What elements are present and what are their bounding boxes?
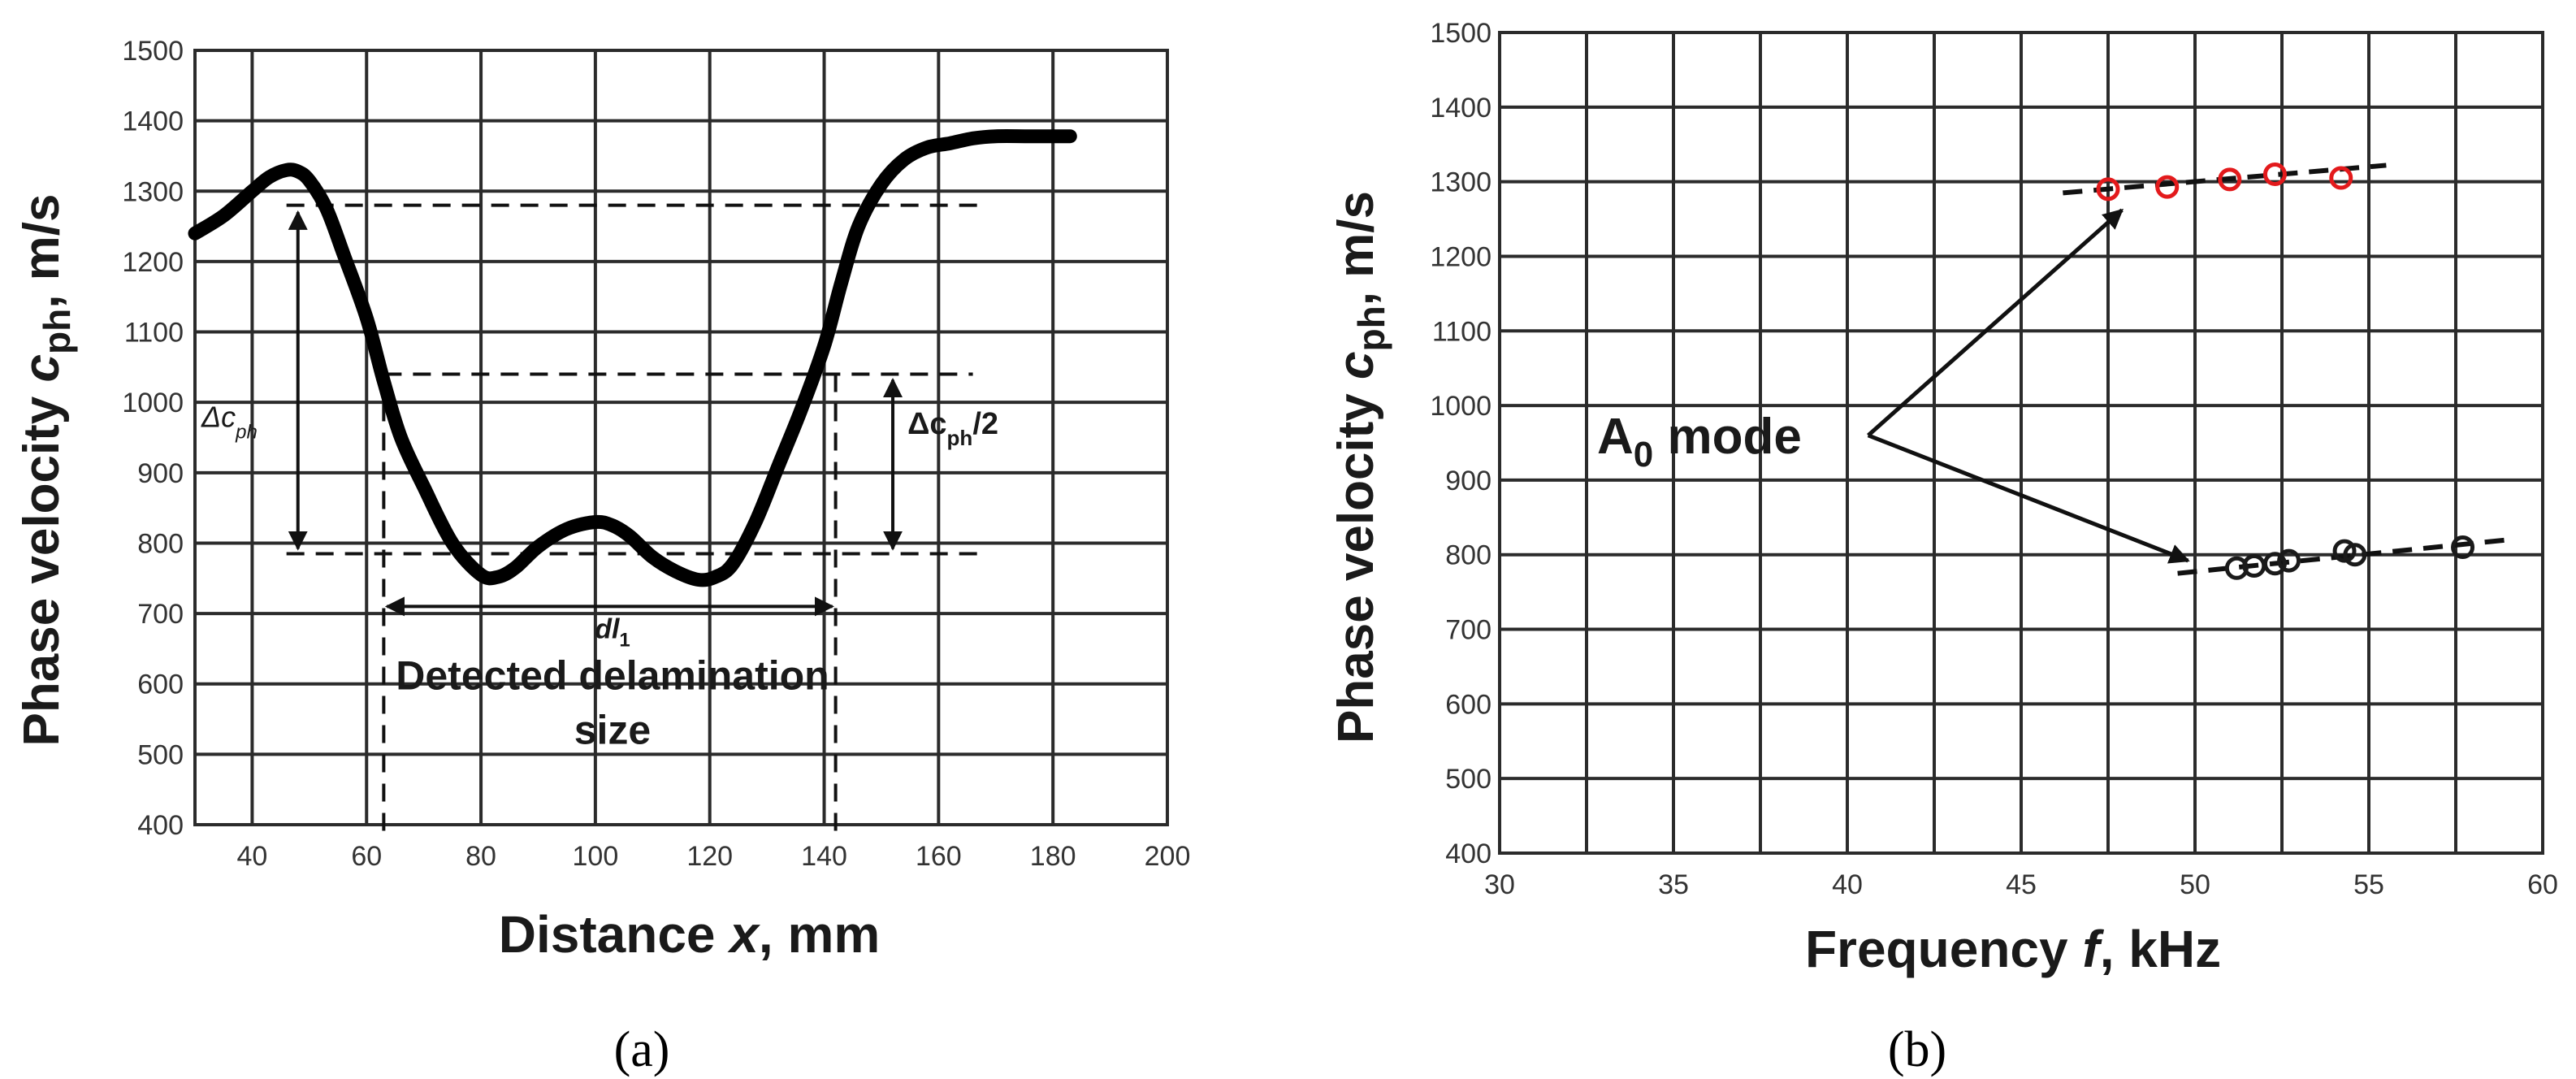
panel-b-x-tick-label: 35	[1658, 869, 1689, 900]
panel-b-grid	[1498, 31, 2544, 855]
panel-a-y-tick-label: 700	[137, 599, 184, 630]
panel-b-y-tick-label: 1200	[1430, 241, 1491, 272]
red-data-point	[2218, 167, 2242, 192]
a0-mode-arrow-lower	[1867, 433, 2190, 564]
panel-a-y-tick-label: 1400	[122, 106, 184, 137]
panel-a-y-tick-label: 1000	[122, 388, 184, 418]
dl1-label: dl1	[595, 613, 630, 651]
panel-a-y-tick-label: 1300	[122, 176, 184, 207]
panel-b-y-tick-label: 1300	[1430, 167, 1491, 198]
panel-b-trend-lines	[2063, 162, 2509, 576]
panel-b-y-tick-label: 700	[1445, 615, 1491, 646]
delta-cph-label: Δcph	[201, 401, 258, 444]
detected-size-line2: size	[574, 707, 652, 752]
a0-mode-arrow-upper	[1867, 208, 2124, 437]
a0-mode-label: A0 mode	[1597, 409, 1802, 474]
red-data-point	[2155, 175, 2180, 199]
panel-b-y-axis-title: Phase velocity cph, m/s	[1328, 191, 1392, 743]
panel-b-y-tick-label: 500	[1445, 764, 1491, 795]
panel-b-y-tick-label: 1100	[1432, 316, 1491, 347]
panel-a-grid	[193, 49, 1169, 826]
panel-b-trend-line	[2177, 537, 2509, 576]
panel-a-x-tick-label: 80	[465, 841, 496, 872]
panel-b-y-tick-label: 1500	[1430, 18, 1491, 49]
panel-b-x-tick-label: 45	[2006, 869, 2037, 900]
panel-b-trend-line	[2063, 162, 2387, 196]
panel-a-x-tick-label: 160	[916, 841, 962, 872]
red-data-point	[2329, 166, 2353, 190]
panel-a-y-tick-label: 1500	[122, 36, 184, 67]
panel-a-y-tick-label: 1200	[122, 247, 184, 278]
panel-a-x-tick-label: 120	[686, 841, 733, 872]
panel-b-x-tick-label: 60	[2527, 869, 2558, 900]
detected-size-line1: Detected delamination	[396, 653, 829, 699]
panel-b-x-tick-label: 50	[2180, 869, 2210, 900]
panel-a-y-tick-label: 800	[137, 528, 184, 559]
panel-b-y-tick-label: 1000	[1430, 391, 1491, 422]
panel-a-plot-frame	[193, 49, 1169, 826]
panel-b-x-tick-label: 40	[1832, 869, 1863, 900]
panel-b-y-tick-label: 600	[1445, 689, 1491, 720]
panel-a-y-axis-title: Phase velocity cph, m/s	[14, 193, 78, 746]
panel-a-y-ticks: 400 500 600 700 800 900 1000 1100 1200 1300 1400 15…	[122, 36, 184, 841]
panel-a-x-tick-label: 60	[351, 841, 382, 872]
panel-a-x-tick-label: 200	[1145, 841, 1191, 872]
panel-b-x-tick-label: 30	[1484, 869, 1515, 900]
panel-a-x-tick-label: 140	[801, 841, 847, 872]
red-data-point	[2262, 162, 2287, 186]
panel-b-x-tick-label: 55	[2353, 869, 2384, 900]
panel-b-y-ticks: 400 500 600 700 800 900 1000 1100 1200 1300 1400 15…	[1430, 18, 1491, 869]
black-data-point	[2343, 543, 2367, 567]
panel-b-y-tick-label: 900	[1445, 466, 1491, 496]
panel-a-x-axis-title: Distance x, mm	[499, 905, 881, 964]
black-data-point	[2332, 539, 2357, 563]
panel-a-reference-lines	[286, 203, 985, 832]
panel-b-x-axis-title: Frequency f, kHz	[1805, 920, 2221, 978]
half-delta-cph-label: Δcph/2	[907, 407, 998, 450]
panel-a-y-tick-label: 1100	[124, 318, 184, 349]
panel-a-x-tick-label: 40	[236, 841, 267, 872]
black-data-point	[2277, 548, 2301, 573]
black-data-point	[2262, 552, 2287, 576]
panel-b-y-tick-label: 400	[1445, 838, 1491, 869]
panel-b-y-tick-label: 1400	[1430, 93, 1491, 124]
panel-b-y-tick-label: 800	[1445, 540, 1491, 571]
panel-a-y-tick-label: 400	[137, 810, 184, 841]
panel-b-chart: 400 500 600 700 800 900 1000 1100 1200 1300 1400 15…	[1328, 18, 2558, 1077]
panel-a-caption: (a)	[614, 1022, 670, 1077]
red-data-point	[2096, 177, 2120, 202]
panel-b-x-ticks: 30 35 40 45 50 55 60	[1484, 869, 2558, 900]
panel-a-chart: 400 500 600 700 800 900 1000 1100 1200 1300 1400 15…	[14, 36, 1190, 1077]
black-data-point	[2451, 535, 2475, 560]
panel-a-y-tick-label: 500	[137, 739, 184, 770]
panel-a-x-tick-label: 100	[573, 841, 619, 872]
panel-a-velocity-curve	[188, 129, 1077, 587]
panel-b-caption: (b)	[1888, 1022, 1946, 1077]
panel-a-x-ticks: 40 60 80 100 120 140 160 180 200	[236, 841, 1190, 872]
panel-a-x-tick-label: 180	[1030, 841, 1076, 872]
panel-a-y-tick-label: 600	[137, 670, 184, 700]
panel-a-y-tick-label: 900	[137, 458, 184, 489]
panel-b-data-points	[2096, 162, 2475, 580]
